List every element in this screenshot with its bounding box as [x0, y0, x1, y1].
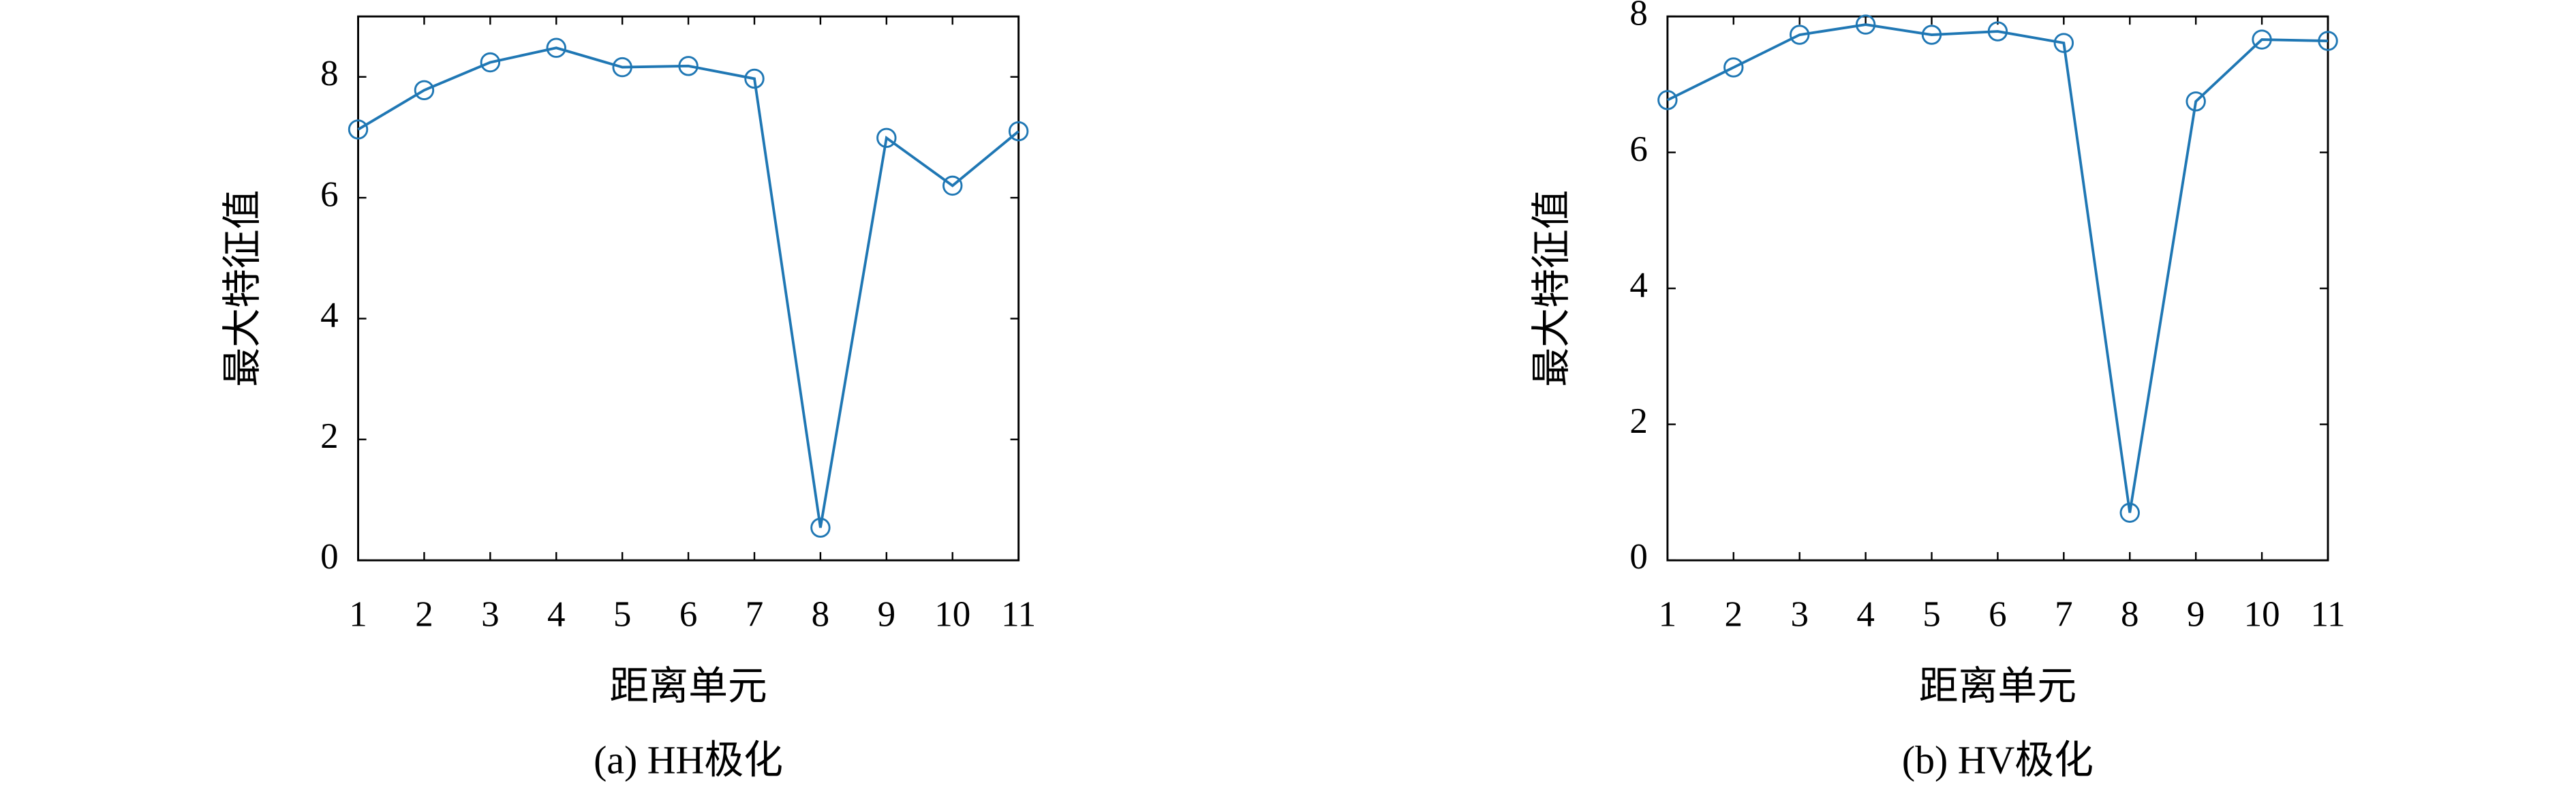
caption: (a) HH极化 [594, 737, 783, 782]
data-point [1987, 21, 2008, 42]
x-tick-label: 3 [1790, 595, 1809, 635]
x-tick-label: 4 [1856, 595, 1875, 635]
x-tick-label: 5 [1922, 595, 1941, 635]
data-line [1667, 23, 2329, 513]
caption: (b) HV极化 [1902, 737, 2094, 782]
x-tick-label: 3 [481, 595, 500, 635]
data-point [1008, 121, 1029, 142]
y-tick-label: 2 [320, 416, 339, 456]
y-axis-label: 最大特征值 [220, 189, 264, 386]
data-point [1723, 57, 1744, 78]
y-tick-label: 0 [320, 537, 339, 577]
plot-frame [1666, 15, 2329, 562]
data-point [2318, 31, 2338, 51]
x-tick-label: 9 [2187, 595, 2205, 635]
x-tick-label: 2 [415, 595, 433, 635]
y-tick-label: 8 [1629, 0, 1648, 33]
x-tick-label: 2 [1725, 595, 1743, 635]
data-point [546, 37, 566, 58]
data-point [1921, 25, 1942, 45]
y-tick-label: 6 [1629, 130, 1648, 169]
x-tick-label: 9 [878, 595, 896, 635]
chart-panel: 0 2 4 6 8 1 2 3 4 5 6 7 8 9 10 11 距离单元 最大特征值 (b) HV极化 [1529, 0, 2345, 782]
data-point [414, 80, 435, 100]
y-tick-label: 6 [320, 174, 339, 214]
x-tick-label: 11 [1001, 595, 1036, 635]
x-tick-label: 8 [812, 595, 830, 635]
x-tick-label: 6 [1989, 595, 2007, 635]
x-tick-label: 7 [2055, 595, 2073, 635]
x-tick-label: 11 [2310, 595, 2345, 635]
y-tick-label: 4 [1629, 265, 1648, 305]
data-line [357, 46, 1019, 528]
data-point [1855, 14, 1876, 35]
y-tick-label: 4 [320, 296, 339, 335]
y-axis-label: 最大特征值 [1529, 189, 1574, 386]
data-point [678, 56, 699, 76]
data-point [348, 119, 369, 140]
plot-frame [357, 15, 1020, 562]
chart-panel: 0 2 4 6 8 1 2 3 4 5 6 7 8 9 10 11 距离单元 最大特征值 (a) HH极化 [220, 15, 1036, 782]
x-tick-label: 1 [349, 595, 367, 635]
data-point [2186, 91, 2206, 112]
data-point [612, 57, 632, 78]
data-point [1789, 25, 1810, 45]
y-tick-label: 8 [320, 54, 339, 93]
y-tick-label: 2 [1629, 401, 1648, 441]
x-tick-label: 10 [2244, 595, 2280, 635]
x-axis-label: 距离单元 [1919, 664, 2076, 708]
x-tick-label: 1 [1659, 595, 1677, 635]
data-point [744, 68, 765, 89]
x-tick-label: 5 [613, 595, 632, 635]
x-tick-label: 7 [746, 595, 764, 635]
y-tick-label: 0 [1629, 537, 1648, 577]
x-tick-label: 10 [934, 595, 970, 635]
data-point [2119, 502, 2140, 523]
data-point [942, 175, 963, 196]
data-point [480, 52, 501, 73]
data-point [2252, 29, 2272, 50]
data-point [810, 517, 831, 538]
x-tick-label: 4 [547, 595, 566, 635]
x-tick-label: 8 [2121, 595, 2139, 635]
x-axis-label: 距离单元 [609, 664, 767, 708]
data-point [2053, 33, 2074, 53]
data-point [1657, 90, 1678, 110]
data-point [876, 127, 897, 149]
x-tick-label: 6 [679, 595, 698, 635]
